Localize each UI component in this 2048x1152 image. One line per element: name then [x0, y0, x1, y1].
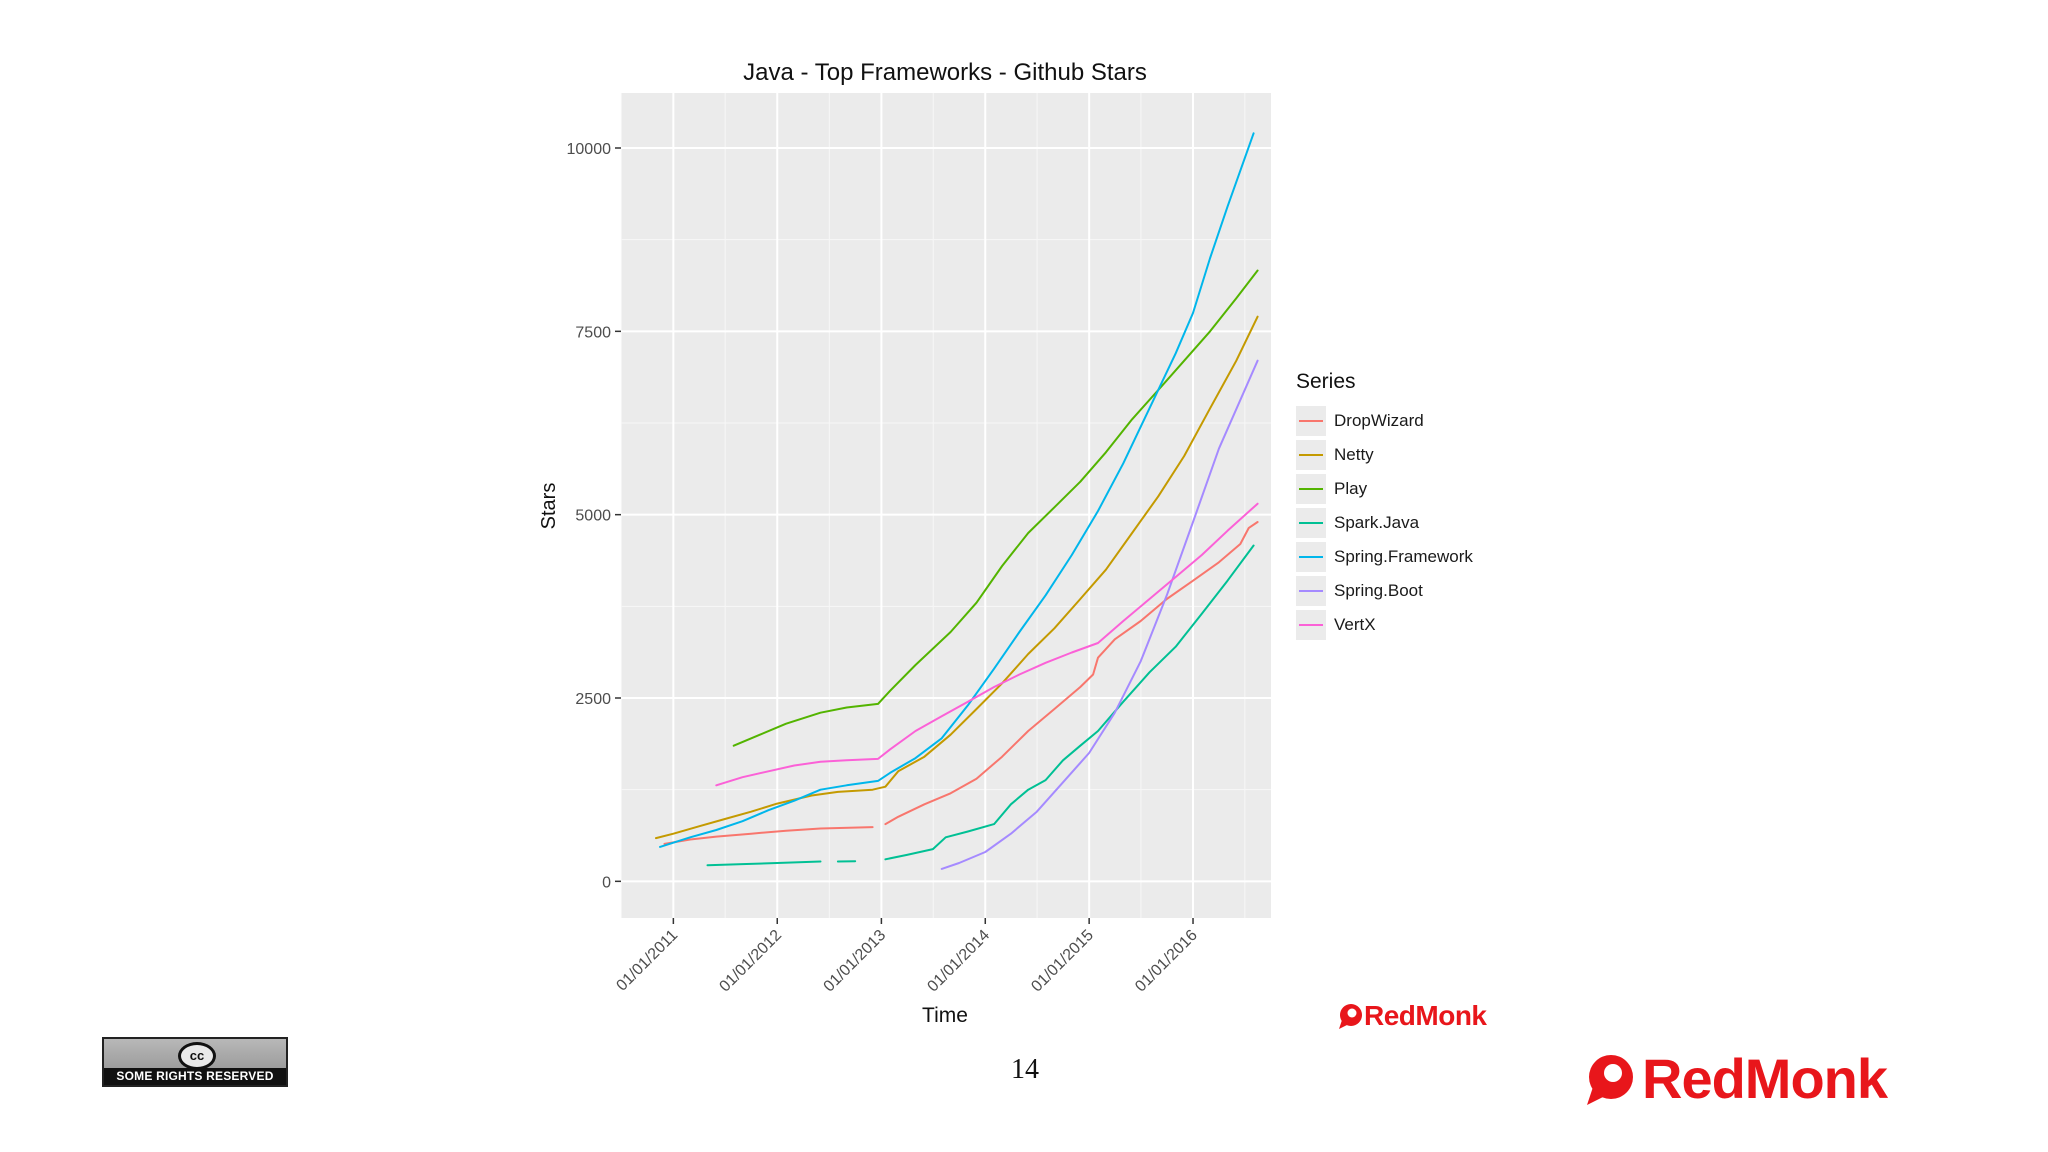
logo-text: RedMonk: [1642, 1047, 1888, 1110]
series-line: [732, 269, 1259, 747]
chart-title: Java - Top Frameworks - Github Stars: [743, 59, 1147, 86]
y-tick-label: 0: [602, 874, 611, 891]
series-spark-java: [706, 544, 1255, 867]
series-vertx: [715, 502, 1259, 787]
legend-key: [1296, 474, 1326, 504]
series-dropwizard: [663, 521, 1259, 845]
series-line: [663, 826, 874, 845]
legend-label: Spring.Boot: [1334, 581, 1423, 600]
legend-key: [1296, 440, 1326, 470]
legend-label: VertX: [1334, 615, 1376, 634]
legend-swatch: [1299, 556, 1323, 558]
series-line: [884, 544, 1255, 861]
x-tick-label: 01/01/2011: [613, 927, 681, 995]
logo-text: RedMonk: [1364, 1000, 1487, 1031]
legend-label: Spark.Java: [1334, 513, 1420, 532]
legend-swatch: [1299, 420, 1323, 422]
redmonk-logo-large: RedMonk: [1580, 1046, 1888, 1111]
y-tick-label: 2500: [575, 691, 611, 708]
legend-items: DropWizard Netty Play Spark.Java Spring.Fram…: [1296, 404, 1516, 642]
legend-label: Spring.Framework: [1334, 547, 1473, 566]
series-netty: [655, 315, 1259, 840]
x-tick-label: 01/01/2013: [821, 927, 890, 996]
series-line: [655, 315, 1259, 840]
redmonk-mark-icon: [1587, 1054, 1633, 1105]
x-tick-label: 01/01/2012: [716, 927, 785, 996]
series-line: [659, 132, 1255, 848]
series-line: [715, 502, 1259, 787]
chart-legend: Series DropWizard Netty Play Spark.Java Spri…: [1296, 370, 1516, 642]
series-spring-boot: [940, 359, 1259, 870]
legend-item: Spring.Boot: [1296, 574, 1516, 608]
legend-label: Netty: [1334, 445, 1374, 464]
y-tick-label: 5000: [575, 508, 611, 525]
x-tick-label: 01/01/2016: [1132, 927, 1201, 996]
x-tick-label: 01/01/2014: [924, 927, 993, 996]
legend-key: [1296, 576, 1326, 606]
legend-item: VertX: [1296, 608, 1516, 642]
creative-commons-badge[interactable]: cc SOME RIGHTS RESERVED: [102, 1037, 288, 1087]
series-spring-framework: [659, 132, 1255, 848]
legend-label: DropWizard: [1334, 411, 1424, 430]
series-lines: [655, 132, 1259, 870]
redmonk-mark-icon: [1339, 1004, 1362, 1029]
legend-key: [1296, 406, 1326, 436]
legend-swatch: [1299, 590, 1323, 592]
series-play: [732, 269, 1259, 747]
redmonk-logo-small: RedMonk: [1338, 1000, 1487, 1032]
legend-swatch: [1299, 522, 1323, 524]
x-tick-label: 01/01/2015: [1028, 927, 1097, 996]
legend-swatch: [1299, 454, 1323, 456]
legend-item: Spring.Framework: [1296, 540, 1516, 574]
legend-swatch: [1299, 488, 1323, 490]
legend-key: [1296, 610, 1326, 640]
legend-key: [1296, 542, 1326, 572]
page-number: 14: [1011, 1054, 1039, 1085]
grid-lines: [620, 93, 1271, 918]
legend-key: [1296, 508, 1326, 538]
legend-item: DropWizard: [1296, 404, 1516, 438]
series-line: [940, 359, 1259, 870]
legend-item: Spark.Java: [1296, 506, 1516, 540]
y-axis-title: Stars: [538, 483, 560, 530]
cc-badge-text: SOME RIGHTS RESERVED: [104, 1068, 286, 1085]
cc-icon: cc: [178, 1042, 216, 1070]
legend-label: Play: [1334, 479, 1368, 498]
legend-title: Series: [1296, 370, 1356, 393]
x-axis-title: Time: [922, 1004, 968, 1027]
y-tick-label: 7500: [575, 324, 611, 341]
series-line: [884, 521, 1259, 826]
y-tick-label: 10000: [567, 141, 612, 158]
legend-item: Netty: [1296, 438, 1516, 472]
legend-swatch: [1299, 624, 1323, 626]
legend-item: Play: [1296, 472, 1516, 506]
series-line: [706, 860, 822, 867]
